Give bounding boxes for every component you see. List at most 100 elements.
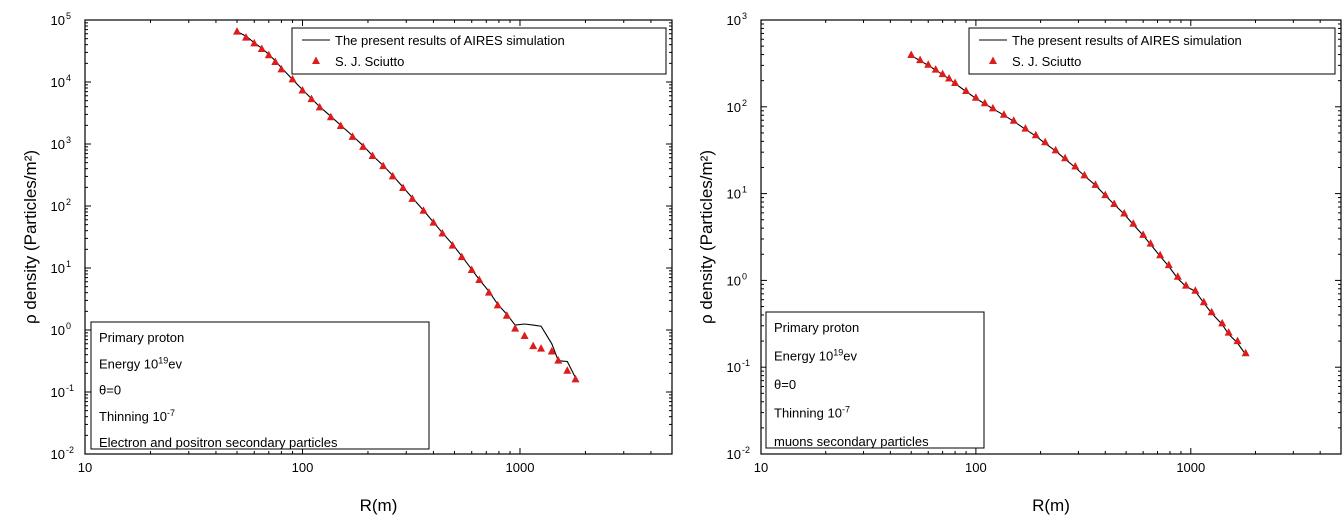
y-axis-label: ρ density (Particles/m²) [21, 150, 40, 324]
data-point-sciutto [388, 171, 397, 180]
y-tick-label: 10 [51, 13, 65, 28]
legend-triangle-swatch [989, 56, 997, 64]
data-point-sciutto [1021, 124, 1030, 132]
y-tick-label: 10 [727, 447, 741, 462]
x-tick-label: 10 [78, 460, 92, 475]
data-point-sciutto [1207, 307, 1216, 316]
data-point-sciutto [288, 74, 297, 83]
legend-entry-sciutto: S. J. Sciutto [1012, 54, 1081, 69]
y-tick-exponent: 2 [66, 197, 71, 207]
data-point-sciutto [547, 347, 556, 355]
y-tick-label: 10 [727, 13, 741, 28]
info-line: θ=0 [774, 377, 796, 392]
data-point-sciutto [419, 206, 428, 214]
data-point-sciutto [520, 331, 529, 340]
y-tick-exponent: -2 [742, 445, 750, 455]
data-point-sciutto [250, 38, 259, 47]
data-point-sciutto [907, 50, 916, 59]
y-tick-label: 10 [51, 137, 65, 152]
y-tick-exponent: 3 [742, 11, 747, 21]
data-point-sciutto [971, 93, 980, 101]
y-tick-label: 10 [727, 360, 741, 375]
y-tick-label: 10 [51, 447, 65, 462]
y-tick-label: 10 [51, 261, 65, 276]
data-point-sciutto [1061, 153, 1070, 162]
data-point-sciutto [298, 85, 307, 94]
data-point-sciutto [1173, 272, 1182, 280]
y-tick-exponent: 0 [66, 321, 71, 331]
data-point-sciutto [271, 57, 280, 66]
data-point-sciutto [1233, 336, 1242, 345]
data-point-sciutto [916, 55, 925, 64]
info-box: Primary proton Energy 1019ev θ=0 Thinning 1… [765, 311, 985, 449]
data-point-sciutto [475, 275, 484, 284]
data-point-sciutto [1110, 199, 1119, 207]
data-point-sciutto [315, 102, 324, 111]
legend-entry-sciutto: S. J. Sciutto [335, 54, 404, 69]
data-point-sciutto [336, 121, 345, 130]
data-point-sciutto [399, 183, 408, 192]
data-point-sciutto [1199, 297, 1208, 306]
data-point-sciutto [1031, 130, 1040, 139]
data-point-sciutto [571, 374, 580, 383]
y-tick-exponent: 5 [66, 11, 71, 21]
y-tick-label: 10 [727, 187, 741, 202]
data-point-sciutto [537, 344, 546, 352]
x-tick-label: 10 [754, 460, 768, 475]
y-tick-label: 10 [51, 199, 65, 214]
legend: The present results of AIRES simulation S… [291, 27, 667, 75]
data-point-sciutto [938, 69, 947, 78]
data-point-sciutto [1041, 137, 1050, 146]
info-line: muons secondary particles [774, 434, 929, 449]
data-point-sciutto [484, 288, 493, 296]
x-tick-label: 1000 [1176, 460, 1205, 475]
data-point-sciutto [962, 86, 971, 95]
data-point-sciutto [1129, 219, 1138, 227]
y-tick-exponent: 2 [742, 98, 747, 108]
y-tick-exponent: 0 [742, 271, 747, 281]
data-point-sciutto [988, 103, 997, 112]
y-axis-label: ρ density (Particles/m²) [697, 150, 716, 324]
data-point-sciutto [924, 60, 933, 68]
y-tick-exponent: -1 [66, 383, 74, 393]
data-point-sciutto [359, 142, 368, 150]
data-point-sciutto [1139, 230, 1148, 238]
data-point-sciutto [980, 98, 989, 107]
data-point-sciutto [1224, 328, 1233, 336]
y-tick-exponent: 1 [742, 185, 747, 195]
data-point-sciutto [502, 311, 511, 319]
data-point-sciutto [438, 229, 447, 237]
data-point-sciutto [379, 161, 388, 170]
data-point-sciutto [242, 33, 251, 41]
y-tick-exponent: 1 [66, 259, 71, 269]
data-point-sciutto [408, 194, 417, 202]
legend-entry-aires: The present results of AIRES simulation [335, 33, 565, 48]
y-tick-exponent: -2 [66, 445, 74, 455]
y-tick-label: 10 [727, 273, 741, 288]
data-point-sciutto [1164, 260, 1173, 269]
x-tick-label: 100 [292, 460, 314, 475]
y-tick-exponent: -1 [742, 358, 750, 368]
data-point-sciutto [277, 64, 286, 73]
data-point-sciutto [1071, 162, 1080, 170]
data-point-sciutto [945, 73, 954, 82]
x-axis-label: R(m) [1032, 496, 1070, 515]
info-box-frame [765, 311, 985, 449]
y-tick-label: 10 [51, 75, 65, 90]
data-point-sciutto [1146, 239, 1155, 247]
data-point-sciutto [1218, 318, 1227, 327]
data-point-sciutto [1120, 208, 1129, 217]
info-line: θ=0 [99, 383, 121, 398]
y-tick-label: 10 [727, 100, 741, 115]
data-point-sciutto [511, 324, 520, 332]
data-point-sciutto [529, 341, 538, 350]
data-point-sciutto [1051, 145, 1060, 154]
y-tick-exponent: 4 [66, 73, 71, 83]
data-point-sciutto [368, 151, 377, 160]
plot-frame [760, 19, 1342, 455]
data-point-sciutto [467, 265, 476, 273]
x-axis-label: R(m) [360, 496, 398, 515]
legend: The present results of AIRES simulation S… [968, 27, 1336, 75]
